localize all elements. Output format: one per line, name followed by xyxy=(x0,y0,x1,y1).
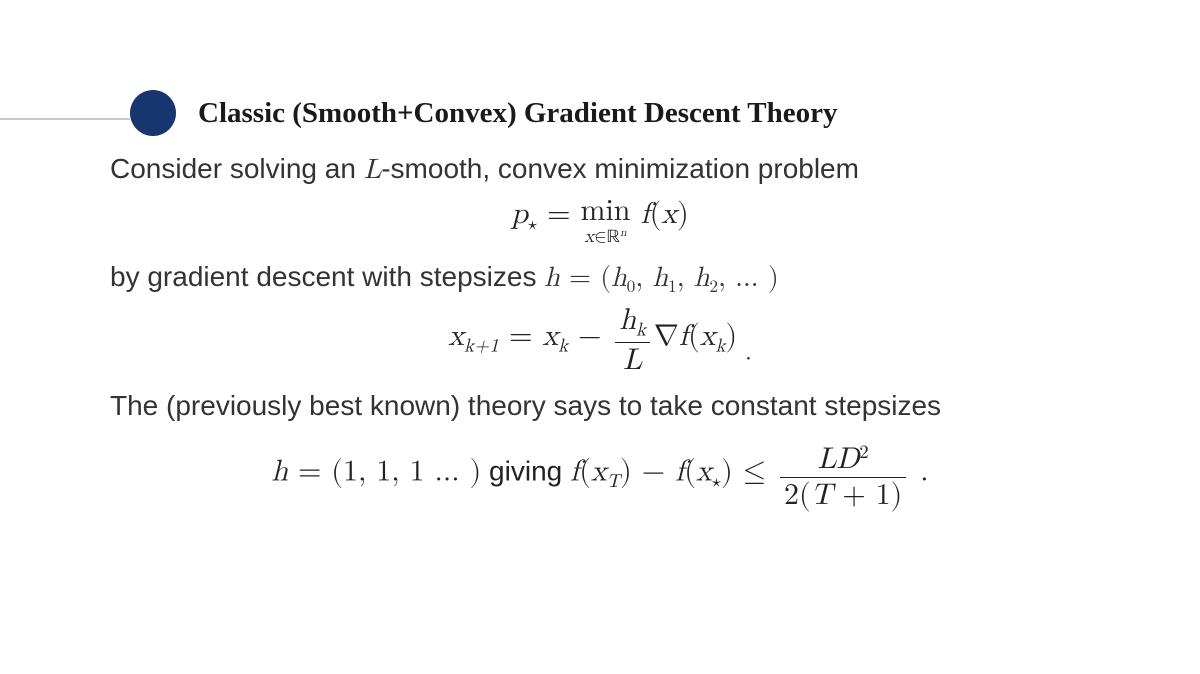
op-minus: − xyxy=(632,456,675,486)
op-eq: = xyxy=(537,199,580,229)
var-f: f xyxy=(679,321,688,351)
var-h: h xyxy=(544,264,560,292)
sub-star: ⋆ xyxy=(712,472,721,491)
math-L: L xyxy=(364,156,382,184)
var-h0: h xyxy=(611,264,627,292)
var-x: x xyxy=(584,227,594,246)
sub-1: 1 xyxy=(668,279,677,296)
equation-3: h = (1, 1, 1 … ) giving f(xT) − f(x⋆) ≤ … xyxy=(110,443,1090,512)
sup-2: 2 xyxy=(859,443,868,462)
var-T: T xyxy=(811,480,833,510)
var-L: L xyxy=(623,345,642,375)
period: . xyxy=(910,456,928,486)
body-line-3: The (previously best known) theory says … xyxy=(110,387,1090,425)
lpar: ( xyxy=(650,199,662,229)
text: Consider solving an xyxy=(110,153,364,184)
fraction-bound: LD2 2(T + 1) xyxy=(776,443,910,512)
tuple-ones: = (1, 1, 1 … ) xyxy=(288,456,481,486)
sub-k: k xyxy=(636,321,646,340)
var-L: L xyxy=(818,444,837,474)
sub-star: ⋆ xyxy=(528,214,537,233)
slide-title: Classic (Smooth+Convex) Gradient Descent… xyxy=(198,97,837,130)
var-x: x xyxy=(696,456,712,486)
sub-2: 2 xyxy=(709,279,718,296)
var-x: x xyxy=(448,321,464,351)
body-line-1: Consider solving an L-smooth, convex min… xyxy=(110,150,1090,190)
plus1-rpar: + 1) xyxy=(832,480,902,510)
op-eq: = xyxy=(499,321,542,351)
rpar: ) xyxy=(721,456,733,486)
var-D: D xyxy=(836,444,859,474)
text: -smooth, convex minimization problem xyxy=(381,153,859,184)
min-domain: x∈ℝn xyxy=(580,228,630,248)
sub-k: k xyxy=(716,337,726,356)
header-rule xyxy=(0,118,130,120)
equation-2: xk+1 = xk − hkL∇f(xk) . xyxy=(110,305,1090,377)
lpar: ( xyxy=(579,456,591,486)
var-f: f xyxy=(570,456,579,486)
body-line-2: by gradient descent with stepsizes h = (… xyxy=(110,258,1090,299)
var-p: p xyxy=(511,199,528,229)
slide: Classic (Smooth+Convex) Gradient Descent… xyxy=(0,0,1200,674)
comma: , xyxy=(635,264,652,292)
var-x: x xyxy=(661,199,677,229)
set-R: ℝ xyxy=(607,229,621,247)
lpar: ( xyxy=(684,456,696,486)
var-f: f xyxy=(640,199,649,229)
op-leq: ≤ xyxy=(733,456,776,486)
sup-n: n xyxy=(620,229,626,240)
sub-T: T xyxy=(607,472,620,491)
var-f: f xyxy=(675,456,684,486)
op-eq-paren: = ( xyxy=(560,264,611,292)
op-minus: − xyxy=(568,321,611,351)
period: . xyxy=(737,341,752,365)
var-x: x xyxy=(542,321,558,351)
sub-k: k xyxy=(558,337,568,356)
rpar: ) xyxy=(725,321,737,351)
title-row: Classic (Smooth+Convex) Gradient Descent… xyxy=(130,90,1090,136)
var-h: h xyxy=(619,305,636,335)
slide-body: Consider solving an L-smooth, convex min… xyxy=(110,150,1090,512)
equation-1: p⋆ = min x∈ℝn f(x) xyxy=(110,196,1090,248)
op-in: ∈ xyxy=(594,227,606,246)
sub-kplus1: k+1 xyxy=(464,337,499,356)
min-label: min xyxy=(580,196,630,226)
text: by gradient descent with stepsizes xyxy=(110,261,544,292)
bullet-icon xyxy=(130,90,176,136)
var-x: x xyxy=(700,321,716,351)
var-h1: h xyxy=(652,264,668,292)
comma: , xyxy=(677,264,694,292)
min-operator: min x∈ℝn xyxy=(580,196,630,248)
rpar: ) xyxy=(677,199,689,229)
lpar: ( xyxy=(688,321,700,351)
two-lpar: 2( xyxy=(784,480,811,510)
var-h2: h xyxy=(694,264,710,292)
rpar: ) xyxy=(620,456,632,486)
var-x: x xyxy=(591,456,607,486)
fraction-hk-L: hkL xyxy=(611,305,654,377)
op-nabla: ∇ xyxy=(654,321,679,351)
ellipsis-rparen: , … ) xyxy=(718,264,779,292)
text-giving: giving xyxy=(481,455,570,486)
var-h: h xyxy=(271,456,288,486)
